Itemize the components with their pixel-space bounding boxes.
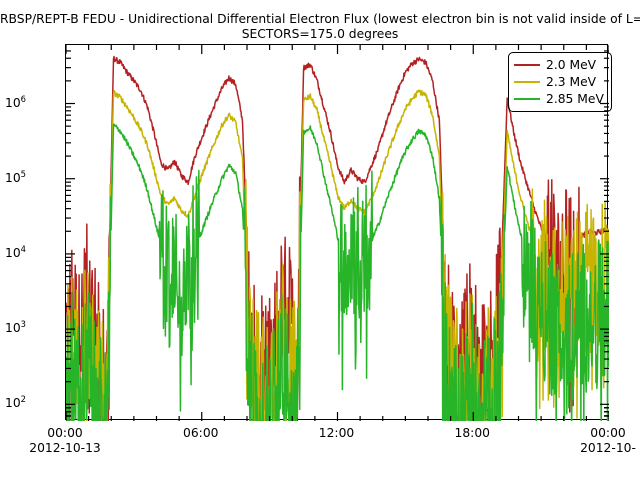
series-line	[66, 89, 609, 421]
legend-label: 2.3 MeV	[546, 74, 597, 89]
y-tick-label: 104	[5, 243, 26, 260]
x-date-label: 2012-10-	[580, 441, 636, 455]
x-tick-label: 12:00	[318, 426, 355, 440]
series-line	[66, 55, 609, 421]
legend-color-swatch	[514, 63, 540, 66]
chart-title-line2: SECTORS=175.0 degrees	[241, 27, 399, 41]
chart-title-line1: RBSP/REPT-B FEDU - Unidirectional Differ…	[0, 12, 640, 26]
x-tick-label: 00:00	[590, 426, 626, 440]
x-tick-label: 06:00	[183, 426, 219, 440]
legend-color-swatch	[514, 80, 540, 83]
data-curves	[66, 45, 609, 421]
plot-area	[65, 44, 609, 421]
legend: 2.0 MeV 2.3 MeV 2.85 MeV	[508, 52, 612, 112]
y-tick-label: 105	[5, 168, 26, 185]
x-tick-label: 00:00	[47, 426, 83, 440]
legend-item: 2.85 MeV	[514, 90, 604, 107]
legend-item: 2.0 MeV	[514, 56, 604, 73]
legend-color-swatch	[514, 97, 540, 100]
x-date-label: 2012-10-13	[29, 441, 101, 455]
legend-label: 2.85 MeV	[546, 91, 604, 106]
x-tick-label: 18:00	[454, 426, 490, 440]
legend-label: 2.0 MeV	[546, 57, 597, 72]
legend-item: 2.3 MeV	[514, 73, 604, 90]
series-line	[66, 123, 609, 421]
y-tick-label: 102	[5, 394, 26, 411]
y-tick-label: 106	[5, 93, 26, 110]
y-tick-label: 103	[5, 319, 26, 336]
